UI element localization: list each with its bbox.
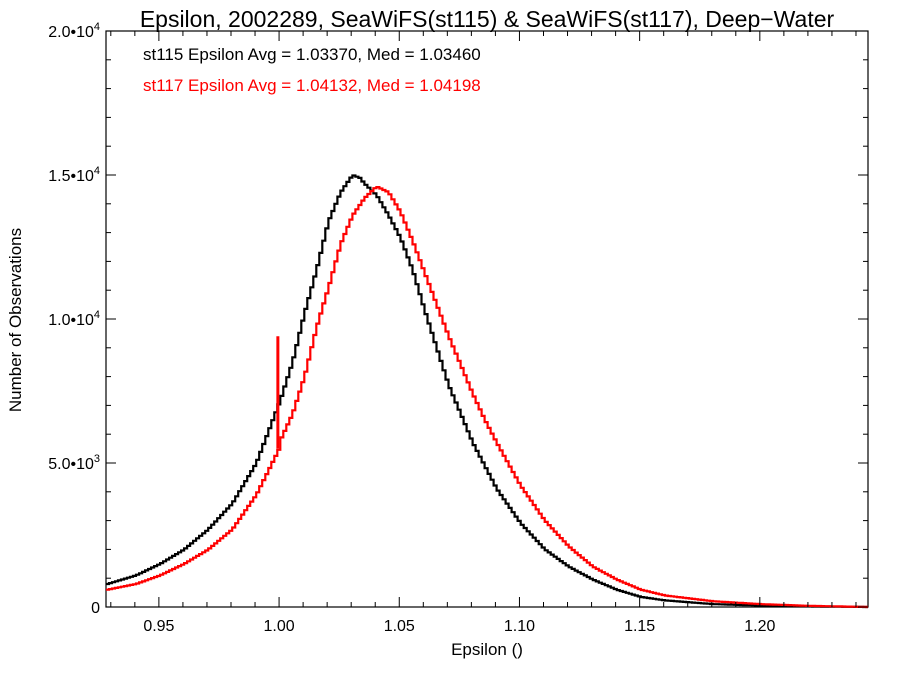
y-tick-label: 1.0•104 — [48, 309, 100, 329]
plot-area-frame — [105, 30, 869, 608]
x-tick-label: 1.15 — [624, 618, 655, 635]
x-tick-label: 1.10 — [504, 618, 535, 635]
chart-title: Epsilon, 2002289, SeaWiFS(st115) & SeaWi… — [140, 6, 835, 32]
x-axis-ticks: 0.95 1.00 1.05 1.10 1.15 1.20 — [110, 31, 857, 635]
x-axis-label: Epsilon () — [451, 640, 523, 659]
series-line-st117 — [106, 186, 868, 609]
y-axis-label: Number of Observations — [6, 228, 25, 412]
y-tick-label: 2.0•104 — [48, 21, 100, 41]
plot-frame — [105, 30, 869, 608]
y-axis-ticks: 0 5.0•103 1.0•104 1.5•104 2.0•104 — [48, 21, 868, 617]
x-tick-label: 0.95 — [143, 618, 174, 635]
y-tick-label: 1.5•104 — [48, 165, 100, 185]
st115-stats-annotation: st115 Epsilon Avg = 1.03370, Med = 1.034… — [143, 45, 481, 64]
x-tick-label: 1.05 — [384, 618, 415, 635]
series-layer — [106, 174, 868, 609]
y-tick-label: 5.0•103 — [48, 453, 100, 473]
st117-stats-annotation: st117 Epsilon Avg = 1.04132, Med = 1.041… — [143, 76, 481, 95]
x-tick-label: 1.20 — [744, 618, 775, 635]
series-line-st115 — [106, 174, 868, 609]
y-tick-label: 0 — [91, 600, 100, 617]
x-tick-label: 1.00 — [264, 618, 295, 635]
